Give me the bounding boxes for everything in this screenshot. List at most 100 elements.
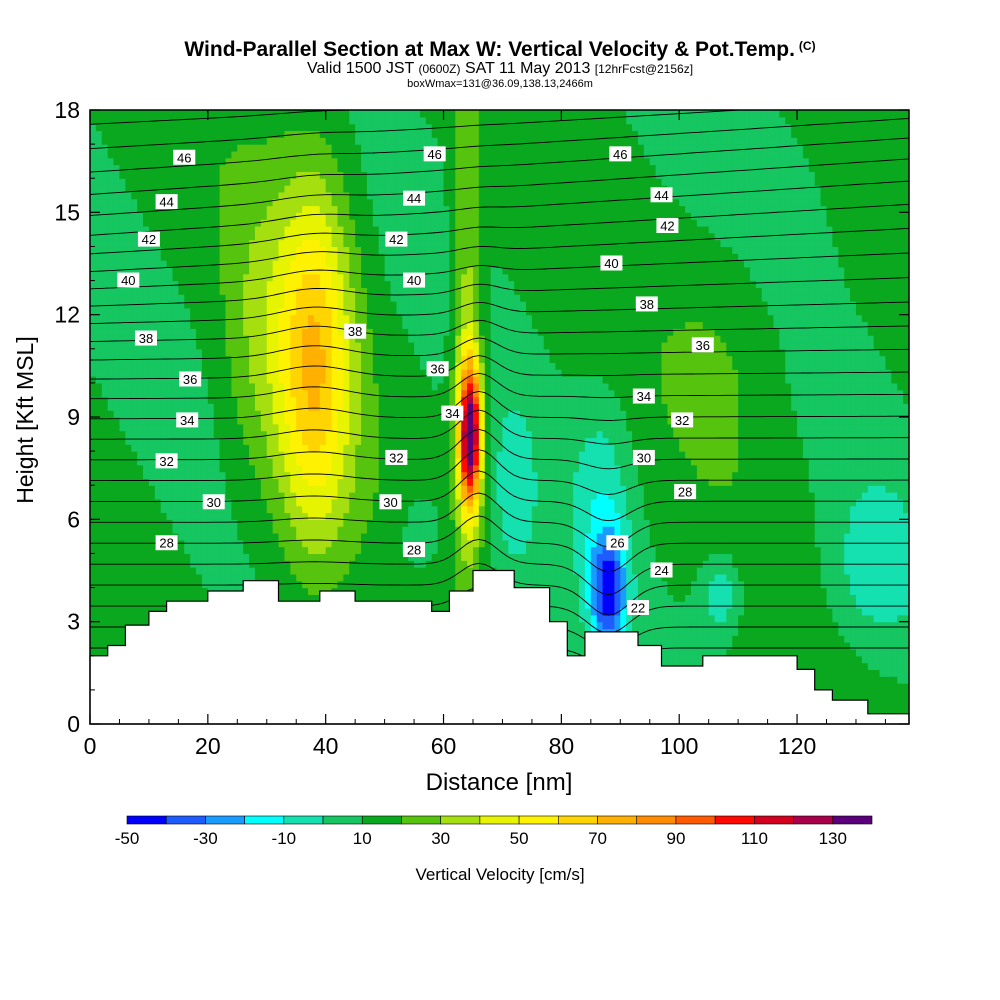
w-cell — [113, 260, 121, 268]
w-cell — [172, 301, 179, 309]
w-cell — [302, 526, 309, 534]
w-cell — [95, 321, 103, 329]
w-cell — [308, 369, 315, 377]
w-cell — [319, 478, 327, 486]
w-cell — [290, 567, 297, 575]
w-cell — [137, 437, 144, 445]
w-cell — [184, 301, 191, 309]
w-cell — [95, 348, 103, 357]
w-cell — [237, 321, 244, 329]
w-cell — [278, 587, 286, 595]
w-cell — [213, 314, 221, 323]
w-cell — [237, 526, 244, 534]
w-cell — [172, 478, 179, 486]
w-cell — [243, 423, 250, 432]
w-cell — [196, 457, 203, 466]
w-cell — [337, 287, 344, 295]
w-cell — [302, 253, 309, 261]
w-cell — [308, 410, 315, 418]
w-cell — [154, 471, 162, 479]
w-cell — [331, 232, 339, 241]
w-cell — [125, 601, 132, 609]
w-cell — [284, 376, 291, 384]
w-cell — [95, 335, 103, 343]
w-cell — [196, 362, 203, 370]
w-cell — [166, 410, 174, 418]
w-cell — [113, 553, 121, 561]
w-cell — [325, 335, 333, 343]
w-cell — [213, 273, 221, 282]
w-cell — [302, 485, 309, 493]
w-cell — [113, 253, 121, 261]
w-cell — [95, 314, 103, 323]
w-cell — [137, 157, 144, 166]
w-cell — [148, 594, 156, 602]
w-cell — [148, 212, 156, 220]
w-cell — [266, 321, 274, 329]
w-cell — [237, 130, 244, 138]
w-cell — [113, 478, 121, 486]
w-cell — [302, 294, 309, 302]
w-cell — [249, 348, 256, 357]
w-cell — [366, 567, 374, 575]
w-cell — [408, 382, 415, 391]
w-cell — [331, 369, 339, 377]
w-cell — [278, 478, 286, 486]
w-cell — [372, 444, 380, 452]
w-cell — [284, 464, 291, 473]
w-cell — [207, 321, 215, 329]
w-cell — [343, 205, 350, 213]
w-cell — [137, 512, 144, 520]
w-cell — [178, 532, 185, 541]
w-cell — [272, 560, 280, 568]
w-cell — [95, 225, 103, 234]
w-cell — [254, 498, 262, 507]
w-cell — [296, 335, 303, 343]
w-cell — [101, 417, 109, 425]
w-cell — [355, 587, 362, 595]
w-cell — [237, 239, 244, 248]
w-cell — [178, 253, 185, 261]
w-cell — [213, 553, 221, 561]
w-cell — [260, 492, 268, 500]
w-cell — [361, 191, 368, 200]
w-cell — [119, 362, 126, 370]
w-cell — [160, 492, 168, 500]
w-cell — [408, 403, 415, 411]
w-cell — [160, 260, 168, 268]
w-cell — [355, 471, 362, 479]
w-cell — [184, 321, 191, 329]
w-cell — [361, 567, 368, 575]
w-cell — [249, 314, 256, 323]
w-cell — [254, 246, 262, 254]
w-cell — [143, 382, 150, 391]
w-cell — [231, 246, 238, 254]
w-cell — [408, 341, 415, 350]
w-cell — [396, 464, 403, 473]
w-cell — [154, 219, 162, 227]
w-cell — [361, 232, 368, 241]
w-cell — [390, 185, 397, 193]
w-cell — [390, 532, 397, 541]
w-cell — [231, 478, 238, 486]
w-cell — [190, 198, 197, 207]
w-cell — [278, 430, 286, 439]
w-cell — [260, 253, 268, 261]
w-cell — [219, 348, 227, 357]
w-cell — [95, 157, 103, 166]
w-cell — [137, 198, 144, 207]
w-cell — [355, 423, 362, 432]
w-cell — [408, 219, 415, 227]
w-cell — [396, 532, 403, 541]
w-cell — [384, 137, 392, 145]
w-cell — [107, 171, 115, 179]
w-cell — [225, 553, 233, 561]
w-cell — [349, 512, 356, 520]
w-cell — [213, 369, 221, 377]
w-cell — [325, 376, 333, 384]
w-cell — [378, 505, 386, 514]
w-cell — [302, 498, 309, 507]
w-cell — [390, 341, 397, 350]
w-cell — [302, 403, 309, 411]
w-cell — [90, 246, 97, 254]
